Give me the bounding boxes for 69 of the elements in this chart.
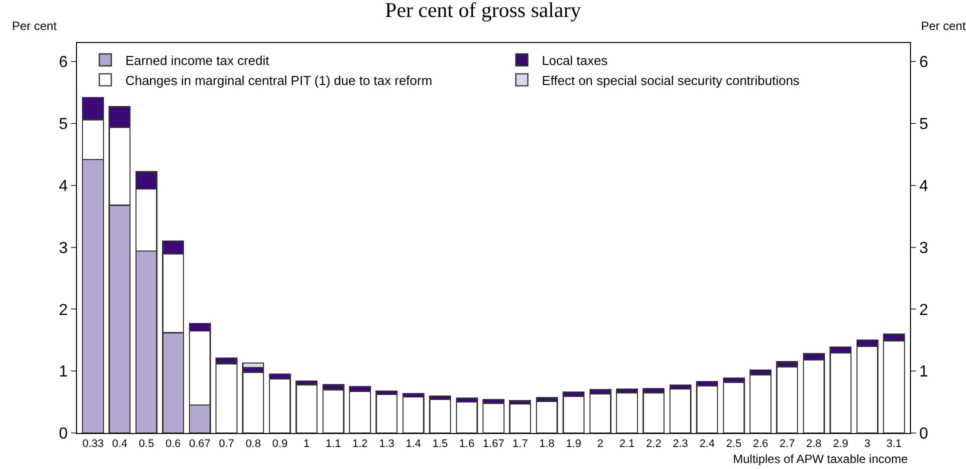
bar: [456, 401, 478, 433]
bar: [376, 394, 398, 433]
y-tick-label: 3: [58, 240, 68, 257]
x-tick-label: 0.7: [218, 438, 234, 450]
legend-label: Changes in marginal central PIT (1) due to tax reform: [125, 72, 432, 88]
x-tick-label: 0.8: [246, 438, 261, 450]
x-axis-title: Multiples of APW taxable income: [733, 452, 908, 466]
y2-tick-label: 1: [919, 364, 928, 381]
x-tick-label: 2.3: [672, 438, 688, 450]
y-tick-label: 0: [58, 426, 68, 443]
x-tick-label: 1.6: [459, 438, 474, 450]
y-tick-label: 4: [58, 178, 68, 195]
x-tick-label: 2.9: [832, 438, 848, 450]
x-tick-label: 3: [864, 438, 870, 450]
x-tick-label: 1.8: [539, 438, 555, 450]
chart-title: Per cent of gross salary: [385, 0, 582, 22]
x-tick-label: 2.5: [726, 438, 742, 450]
x-tick-label: 1.7: [512, 438, 528, 450]
bar: [616, 392, 638, 433]
x-tick-label: 0.4: [112, 438, 128, 450]
x-tick-label: 1.67: [482, 438, 504, 450]
legend-label: Local taxes: [542, 52, 608, 68]
legend-label: Earned income tax credit: [125, 52, 270, 68]
y2-tick-label: 4: [919, 178, 928, 195]
bar: [509, 403, 532, 433]
bar: [589, 393, 612, 433]
legend-label: Effect on special social security contributions: [542, 72, 800, 88]
y-axis-title: Per cent: [12, 19, 58, 33]
x-tick-label: 2.2: [646, 438, 662, 450]
x-tick-label: 0.9: [272, 438, 288, 450]
y-tick-label: 1: [58, 364, 68, 381]
x-tick-label: 2: [597, 438, 604, 450]
x-tick-label: 1.1: [326, 438, 341, 450]
x-tick-label: 0.6: [165, 438, 181, 450]
x-tick-label: 2.4: [699, 438, 715, 450]
bar: [642, 392, 665, 433]
y2-tick-label: 6: [919, 54, 928, 72]
bar: [536, 400, 558, 433]
y2-tick-label: 2: [919, 302, 928, 319]
x-tick-label: 1.2: [352, 438, 368, 450]
bar: [429, 398, 452, 433]
bar: [562, 396, 585, 433]
x-tick-label: 3.1: [886, 438, 902, 450]
x-tick-label: 1.4: [406, 438, 422, 450]
x-tick-label: 0.67: [189, 438, 211, 450]
x-tick-label: 2.8: [806, 438, 822, 450]
x-tick-label: 1.5: [432, 438, 448, 450]
bar: [242, 372, 264, 433]
y-tick-label: 5: [58, 116, 68, 134]
bar: [402, 396, 424, 433]
y2-tick-label: 5: [919, 116, 928, 134]
y-tick-label: 6: [58, 54, 68, 72]
bar: [669, 388, 692, 433]
x-tick-label: 0.33: [82, 438, 104, 450]
x-tick-label: 2.6: [752, 438, 768, 450]
y2-axis-title: Per cent: [921, 19, 966, 33]
x-tick-label: 1.9: [566, 438, 582, 450]
x-tick-label: 2.1: [619, 438, 635, 450]
bar: [696, 385, 718, 433]
x-tick-label: 0.5: [138, 438, 154, 450]
x-tick-label: 1.3: [379, 438, 394, 450]
y2-tick-label: 0: [919, 426, 928, 443]
x-tick-label: 1: [304, 438, 310, 450]
bar: [296, 384, 318, 433]
y-tick-label: 2: [58, 302, 68, 319]
bar: [482, 402, 505, 433]
bar: [722, 382, 745, 433]
y2-tick-label: 3: [919, 240, 928, 257]
x-tick-label: 2.7: [780, 438, 795, 450]
